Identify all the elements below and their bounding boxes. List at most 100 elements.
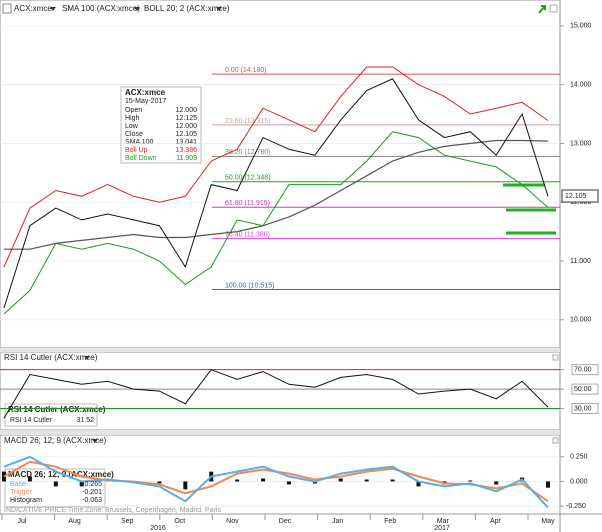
legend-item[interactable]: ACX:xmce [14,4,52,13]
y-tick-label: 14.000 [570,81,592,88]
dropdown-icon[interactable] [92,439,98,443]
year-label: 2017 [434,525,450,532]
y-tick-label: 50.00 [574,386,592,393]
indicator-label: RSI 14 Cutler [10,417,53,424]
info-symbol: ACX:xmce [125,88,166,97]
footer-note: INDICATIVE PRICE Time Zone: Brussels, Co… [4,507,221,514]
info-label: Boll Down [125,155,157,162]
y-tick-label: 30.00 [574,405,592,412]
panel-button[interactable] [552,437,559,444]
info-value: 13.041 [176,139,198,146]
legend-item[interactable]: SMA 100 (ACX:xmce) [62,4,140,13]
info-label: Low [125,123,139,130]
info-label: Boll Up [125,147,148,154]
x-tick-label: Mar [437,518,450,525]
indicator-box [4,468,106,508]
panel-icon[interactable] [2,3,12,14]
y-tick-label: 0.250 [570,454,588,461]
histogram-bar [157,481,162,484]
dropdown-icon[interactable] [84,356,90,360]
indicator-box-title: RSI 14 Cutler (ACX:xmce) [8,405,106,414]
histogram-bar [79,481,84,487]
histogram-bar [27,476,32,482]
x-tick-label: Sep [121,518,134,525]
series-line [4,139,549,250]
histogram-bar [235,479,240,482]
histogram-bar [494,481,499,485]
info-label: High [125,115,140,122]
series-line [3,66,549,268]
x-tick-label: Dec [279,518,292,525]
histogram-bar [53,481,58,487]
y-tick-label: -0.250 [566,503,586,510]
splitter[interactable] [0,348,560,352]
series-line [3,369,549,419]
indicator-label: Trigger [10,489,33,496]
price-tag-label: 12.105 [565,193,587,200]
histogram-bar [364,479,369,482]
x-tick-label: Feb [384,518,396,525]
y-tick-label: 13.000 [570,140,592,147]
series-line [3,455,549,509]
info-box-frame [120,86,202,164]
histogram-bar [338,478,343,482]
price-panel [0,0,561,349]
y-tick-label: 11.000 [570,258,591,265]
year-label: 2016 [150,525,166,532]
histogram-bar [416,481,421,487]
fib-label: 76.40 (11.380) [225,232,270,239]
y-tick-label: 10.000 [570,317,592,324]
x-tick-label: Oct [174,518,185,525]
x-tick-label: Nov [226,518,239,525]
dropdown-icon[interactable] [216,7,222,11]
fib-label: 61.80 (11.915) [225,200,270,207]
info-value: 12.105 [176,131,198,138]
series-line [3,78,549,309]
histogram-bar [546,481,550,488]
info-label: Close [125,131,143,138]
info-value: 12.000 [176,107,198,114]
y-tick-label: 12.000 [570,199,592,206]
indicator-label: Base [10,481,26,488]
y-tick-label: 0.000 [570,478,588,485]
panel-title[interactable]: RSI 14 Cutler (ACX:xmce) [4,353,98,362]
panel-title[interactable]: MACD 26; 12; 9 (ACX:xmce) [4,436,107,445]
info-value: 12.000 [176,123,198,130]
indicator-value: -0.063 [82,497,102,504]
indicator-value: -0.265 [82,481,102,488]
fib-label: 50.00 (12.348) [225,175,271,182]
fib-label: 23.60 (13.315) [225,118,271,125]
fib-label: 100.00 (10.515) [225,282,274,289]
indicator-value: 31.52 [76,417,94,424]
info-value: 13.386 [176,147,198,154]
histogram-bar [261,478,266,482]
histogram-bar [183,481,188,490]
info-value: 11.909 [176,155,197,162]
dropdown-icon[interactable] [50,7,56,11]
info-label: Open [125,107,142,114]
trend-icon[interactable] [538,5,546,14]
splitter[interactable] [0,430,560,435]
panel-button[interactable] [552,354,559,361]
histogram-bar [286,481,291,485]
x-tick-label: Jul [18,518,27,525]
info-date: 15-May-2017 [125,98,166,105]
info-label: SMA 100 [125,139,154,146]
y-tick-label: 15.000 [570,23,592,30]
x-tick-label: May [541,518,555,525]
legend-item[interactable]: BOLL 20; 2 (ACX:xmce) [144,4,230,13]
x-tick-label: Apr [490,518,502,525]
indicator-value: -0.201 [82,489,102,496]
histogram-bar [390,479,395,482]
y-tick-label: 70.00 [574,367,592,374]
tick-label-box [571,383,599,395]
indicator-box [4,403,98,427]
fib-label: 38.20 (12.780) [225,149,271,156]
dropdown-icon[interactable] [134,7,140,11]
price-tag [561,189,599,203]
x-tick-label: Aug [68,518,81,525]
panel-button[interactable] [549,4,558,13]
indicator-label: Histogram [10,497,42,504]
series-line [3,131,549,315]
